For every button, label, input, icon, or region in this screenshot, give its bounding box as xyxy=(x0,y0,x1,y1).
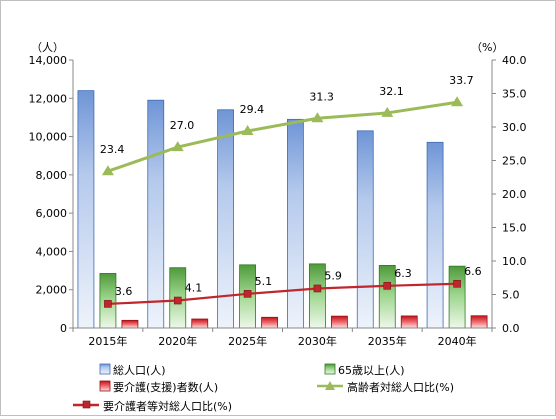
legend-label-over65: 65歳以上(人) xyxy=(338,364,405,377)
left-tick-label: 4,000 xyxy=(36,245,68,258)
bar-population xyxy=(77,90,95,329)
x-category-label: 2015年 xyxy=(88,334,127,348)
legend-label-population: 総人口(人) xyxy=(113,363,166,377)
value-label-elderly-ratio: 33.7 xyxy=(449,74,474,87)
x-category-label: 2030年 xyxy=(298,334,337,348)
line-care-ratio xyxy=(107,282,458,305)
marker-elderly-ratio xyxy=(381,106,394,117)
value-label-care-ratio: 4.1 xyxy=(185,282,203,295)
marker-elderly-ratio xyxy=(171,141,184,152)
bar-over65 xyxy=(378,265,396,329)
bar-care-needed xyxy=(470,315,488,329)
left-tick-label: 12,000 xyxy=(29,92,68,105)
left-tick-label: 10,000 xyxy=(29,131,68,144)
bar-over65 xyxy=(309,263,326,329)
marker-care-ratio xyxy=(104,300,112,308)
right-tick-label: 25.0 xyxy=(502,155,527,168)
value-label-care-ratio: 3.6 xyxy=(115,285,132,298)
legend: 総人口(人) 65歳以上(人) 要介護(支援)者数(人) 高齢者対総人口比(%)… xyxy=(73,363,454,413)
right-tick-label: 5.0 xyxy=(502,289,520,302)
value-label-care-ratio: 5.1 xyxy=(255,275,272,288)
legend-label-elderly-ratio: 高齢者対総人口比(%) xyxy=(347,380,454,394)
value-label-elderly-ratio: 27.0 xyxy=(170,119,195,132)
marker-care-ratio xyxy=(453,279,461,288)
value-label-elderly-ratio: 32.1 xyxy=(379,85,404,98)
legend-marker-elderly-ratio xyxy=(325,381,335,390)
legend-label-care: 要介護(支援)者数(人) xyxy=(113,380,218,394)
marker-elderly-ratio xyxy=(101,165,114,176)
x-axis-category-labels: 2015年 2020年 2025年 2030年 2035年 2040年 xyxy=(88,334,476,348)
bar-series xyxy=(77,90,488,329)
left-axis-ticks: 0 2,000 4,000 6,000 8,000 10,000 12,000 14,000 xyxy=(29,54,68,335)
x-category-label: 2040年 xyxy=(438,334,477,348)
value-label-care-ratio: 6.3 xyxy=(394,267,412,280)
left-tick-label: 8,000 xyxy=(36,169,68,182)
value-label-elderly-ratio: 29.4 xyxy=(240,103,264,116)
bar-care-needed xyxy=(261,316,278,329)
right-tick-label: 20.0 xyxy=(502,188,527,201)
right-tick-label: 0.0 xyxy=(502,322,520,335)
right-tick-label: 15.0 xyxy=(502,222,527,235)
marker-elderly-ratio xyxy=(451,96,464,107)
legend-swatch-care xyxy=(99,380,111,392)
left-tick-label: 2,000 xyxy=(36,284,68,297)
left-axis-unit: （人） xyxy=(31,41,64,54)
marker-care-ratio xyxy=(383,281,392,290)
right-tick-label: 10.0 xyxy=(502,255,527,268)
right-axis-ticks: 0.0 5.0 10.0 15.0 20.0 25.0 30.0 35.0 40.0 xyxy=(502,54,527,335)
bar-population xyxy=(147,99,165,329)
line-elderly-ratio xyxy=(107,100,458,173)
legend-swatch-over65 xyxy=(324,363,336,375)
marker-care-ratio xyxy=(313,284,322,293)
axes xyxy=(69,59,496,332)
bar-care-needed xyxy=(400,315,418,329)
right-tick-label: 35.0 xyxy=(502,88,527,101)
value-label-care-ratio: 5.9 xyxy=(324,269,342,282)
bar-care-needed xyxy=(121,319,139,329)
right-axis-unit: （%） xyxy=(471,41,503,54)
legend-swatch-population xyxy=(99,363,111,375)
x-category-label: 2020年 xyxy=(158,334,197,348)
x-category-label: 2035年 xyxy=(368,334,407,348)
line-series xyxy=(101,96,464,308)
left-tick-label: 14,000 xyxy=(29,54,68,67)
left-tick-label: 6,000 xyxy=(36,207,68,220)
marker-care-ratio xyxy=(173,296,182,305)
left-tick-label: 0 xyxy=(60,322,67,335)
legend-label-care-ratio: 要介護者等対総人口比(%) xyxy=(103,399,232,413)
marker-elderly-ratio xyxy=(311,112,324,123)
value-label-elderly-ratio: 23.4 xyxy=(100,143,125,156)
bar-population xyxy=(426,141,444,329)
bar-over65 xyxy=(448,265,466,329)
bar-population xyxy=(287,118,304,329)
x-category-label: 2025年 xyxy=(228,334,267,348)
bar-care-needed xyxy=(331,315,348,329)
bar-population xyxy=(356,130,374,329)
marker-care-ratio xyxy=(243,290,252,298)
right-tick-label: 40.0 xyxy=(502,54,527,67)
bar-care-needed xyxy=(191,318,209,329)
value-label-care-ratio: 6.6 xyxy=(464,265,482,278)
marker-elderly-ratio xyxy=(241,125,254,136)
value-label-elderly-ratio: 31.3 xyxy=(309,90,334,103)
legend-marker-care-ratio xyxy=(82,400,91,409)
right-tick-label: 30.0 xyxy=(502,121,527,134)
line-value-labels: 23.4 27.0 29.4 31.3 32.1 33.7 3.6 4.1 5.1 5.9 6.3 6… xyxy=(100,74,482,298)
